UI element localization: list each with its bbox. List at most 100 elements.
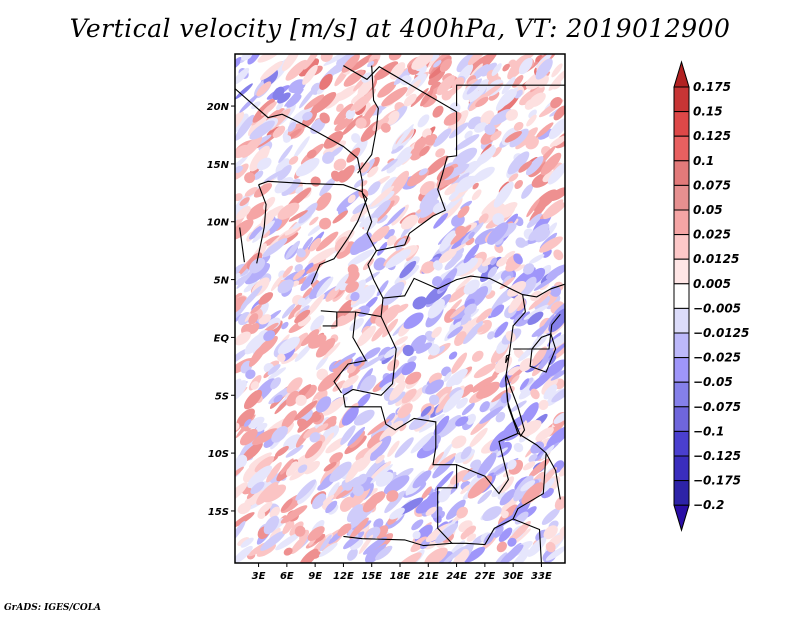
field-blob (524, 99, 536, 110)
field-blob (518, 160, 533, 173)
field-blob (281, 410, 297, 429)
field-blob (266, 462, 282, 483)
field-blob (286, 377, 303, 394)
field-blob (467, 54, 487, 66)
field-blob (281, 303, 296, 319)
field-blob (396, 552, 422, 563)
field-blob (411, 519, 424, 531)
field-blob (541, 375, 559, 395)
field-blob (470, 375, 497, 393)
field-blob (444, 257, 459, 271)
field-blob (419, 145, 430, 157)
field-blob (460, 484, 471, 495)
field-blob (302, 236, 313, 251)
field-blob (415, 494, 442, 514)
field-blob (433, 212, 449, 229)
field-blob (529, 199, 549, 222)
lon-tick-label: 27E (474, 571, 495, 582)
field-blob (315, 192, 332, 211)
field-blob (377, 241, 388, 256)
field-blob (449, 304, 467, 319)
colorbar-swatch (673, 184, 690, 211)
field-blob (437, 415, 462, 438)
field-blob (446, 110, 469, 135)
field-blob (439, 58, 452, 72)
field-blob (492, 146, 502, 158)
field-blob (457, 205, 470, 218)
field-blob (298, 202, 318, 224)
field-blob (256, 481, 279, 505)
border-line (343, 65, 458, 252)
field-blob (453, 451, 463, 460)
field-blob (424, 135, 436, 146)
border-line (343, 316, 397, 396)
field-blob (472, 182, 479, 190)
field-blob (447, 326, 463, 339)
colorbar-swatch (673, 258, 690, 285)
field-blob (491, 304, 505, 318)
field-blob (435, 523, 459, 544)
field-blob (469, 427, 488, 448)
field-blob (281, 498, 293, 512)
field-blob (307, 526, 325, 541)
field-blob (366, 543, 387, 560)
field-blob (297, 464, 308, 474)
field-blob (262, 238, 288, 258)
field-blob (394, 437, 414, 458)
field-blob (444, 182, 460, 196)
field-blob (433, 260, 443, 271)
field-blob (380, 123, 391, 133)
field-blob (304, 440, 323, 459)
field-blob (520, 480, 536, 492)
lake-outline (505, 353, 511, 364)
field-blob (355, 117, 367, 129)
field-blob (433, 60, 442, 68)
field-blob (431, 326, 442, 338)
field-blob (460, 531, 469, 540)
field-blob (272, 86, 285, 101)
field-blob (334, 273, 349, 291)
field-blob (433, 128, 452, 147)
field-blob (351, 133, 361, 143)
field-blob (453, 257, 479, 277)
field-blob (311, 551, 321, 559)
field-blob (405, 371, 422, 385)
longitude-axis: 3E 6E 9E 12E 15E 18E 21E 24E 27E 30E 33E (252, 563, 552, 582)
field-blob (248, 341, 268, 367)
colorbar-swatch (673, 283, 690, 309)
field-blob (263, 169, 285, 183)
field-blob (287, 121, 297, 132)
colorbar-label: −0.005 (693, 301, 741, 315)
field-blob (471, 189, 482, 201)
field-blob (399, 260, 417, 279)
field-blob (251, 101, 261, 110)
field-blob (477, 489, 493, 504)
field-blob (236, 268, 255, 289)
field-blob (499, 496, 519, 515)
field-blob (492, 213, 505, 226)
field-blob (244, 490, 265, 507)
field-blob (357, 284, 376, 304)
field-blob (540, 478, 555, 494)
field-blob (414, 137, 427, 151)
field-blob (395, 238, 406, 251)
field-blob (450, 352, 468, 374)
field-blob (302, 64, 318, 85)
field-blob (428, 451, 445, 472)
field-blob (453, 548, 470, 563)
field-blob (388, 170, 410, 197)
field-blob (411, 54, 434, 70)
field-blob (545, 541, 556, 553)
field-blob (235, 466, 244, 481)
field-blob (438, 277, 452, 292)
field-blob (418, 168, 428, 176)
lon-tick-label: 12E (333, 571, 354, 582)
field-blob (309, 237, 322, 252)
field-blob (469, 86, 487, 103)
lon-tick-label: 21E (418, 571, 439, 582)
field-blob (373, 257, 387, 271)
field-blob (510, 400, 527, 412)
field-blob (316, 368, 329, 381)
field-blob (333, 158, 347, 171)
field-blob (312, 414, 322, 423)
